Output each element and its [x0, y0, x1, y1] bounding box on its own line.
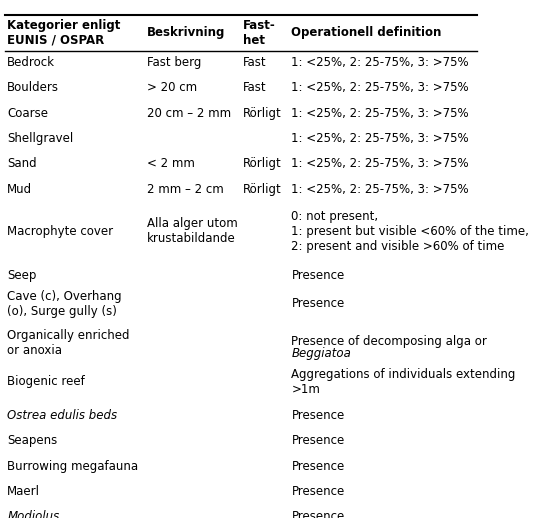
Text: Coarse: Coarse: [7, 107, 48, 120]
Text: < 2 mm: < 2 mm: [147, 157, 195, 170]
Text: Presence: Presence: [291, 269, 345, 282]
Text: Presence: Presence: [291, 297, 345, 310]
Text: Organically enriched
or anoxia: Organically enriched or anoxia: [7, 328, 129, 356]
Text: Modiolus: Modiolus: [7, 510, 60, 518]
Text: Presence: Presence: [291, 485, 345, 498]
Text: Seapens: Seapens: [7, 434, 57, 448]
Text: Alla alger utom
krustabildande: Alla alger utom krustabildande: [147, 217, 237, 245]
Text: 1: <25%, 2: 25-75%, 3: >75%: 1: <25%, 2: 25-75%, 3: >75%: [291, 132, 469, 145]
Text: Boulders: Boulders: [7, 81, 59, 94]
Text: Presence: Presence: [291, 510, 345, 518]
Text: Rörligt: Rörligt: [244, 183, 282, 196]
Text: Operationell definition: Operationell definition: [291, 26, 442, 39]
Text: 1: <25%, 2: 25-75%, 3: >75%: 1: <25%, 2: 25-75%, 3: >75%: [291, 157, 469, 170]
Text: Presence: Presence: [291, 459, 345, 472]
Text: 1: <25%, 2: 25-75%, 3: >75%: 1: <25%, 2: 25-75%, 3: >75%: [291, 183, 469, 196]
Text: Seep: Seep: [7, 269, 36, 282]
Text: Shellgravel: Shellgravel: [7, 132, 73, 145]
Text: Maerl: Maerl: [7, 485, 40, 498]
Text: Presence: Presence: [291, 434, 345, 448]
Text: 0: not present,
1: present but visible <60% of the time,
2: present and visible : 0: not present, 1: present but visible <…: [291, 210, 530, 253]
Text: Kategorier enligt
EUNIS / OSPAR: Kategorier enligt EUNIS / OSPAR: [7, 19, 121, 47]
Text: Presence: Presence: [291, 409, 345, 422]
Text: Aggregations of individuals extending
>1m: Aggregations of individuals extending >1…: [291, 368, 516, 396]
Text: Fast: Fast: [244, 81, 267, 94]
Text: 1: <25%, 2: 25-75%, 3: >75%: 1: <25%, 2: 25-75%, 3: >75%: [291, 81, 469, 94]
Text: 2 mm – 2 cm: 2 mm – 2 cm: [147, 183, 224, 196]
Text: Cave (c), Overhang
(o), Surge gully (s): Cave (c), Overhang (o), Surge gully (s): [7, 290, 122, 318]
Text: 1: <25%, 2: 25-75%, 3: >75%: 1: <25%, 2: 25-75%, 3: >75%: [291, 107, 469, 120]
Text: Beggiatoa: Beggiatoa: [291, 348, 352, 361]
Text: Ostrea edulis beds: Ostrea edulis beds: [7, 409, 117, 422]
Text: Biogenic reef: Biogenic reef: [7, 375, 85, 388]
Text: Burrowing megafauna: Burrowing megafauna: [7, 459, 138, 472]
Text: Beskrivning: Beskrivning: [147, 26, 225, 39]
Text: Presence of decomposing alga or: Presence of decomposing alga or: [291, 335, 488, 348]
Text: Mud: Mud: [7, 183, 33, 196]
Text: > 20 cm: > 20 cm: [147, 81, 197, 94]
Text: Macrophyte cover: Macrophyte cover: [7, 225, 114, 238]
Text: Bedrock: Bedrock: [7, 56, 55, 69]
Text: Fast berg: Fast berg: [147, 56, 201, 69]
Text: Rörligt: Rörligt: [244, 107, 282, 120]
Text: Sand: Sand: [7, 157, 37, 170]
Text: Rörligt: Rörligt: [244, 157, 282, 170]
Text: Fast-
het: Fast- het: [244, 19, 276, 47]
Text: Fast: Fast: [244, 56, 267, 69]
Text: 1: <25%, 2: 25-75%, 3: >75%: 1: <25%, 2: 25-75%, 3: >75%: [291, 56, 469, 69]
Text: 20 cm – 2 mm: 20 cm – 2 mm: [147, 107, 231, 120]
